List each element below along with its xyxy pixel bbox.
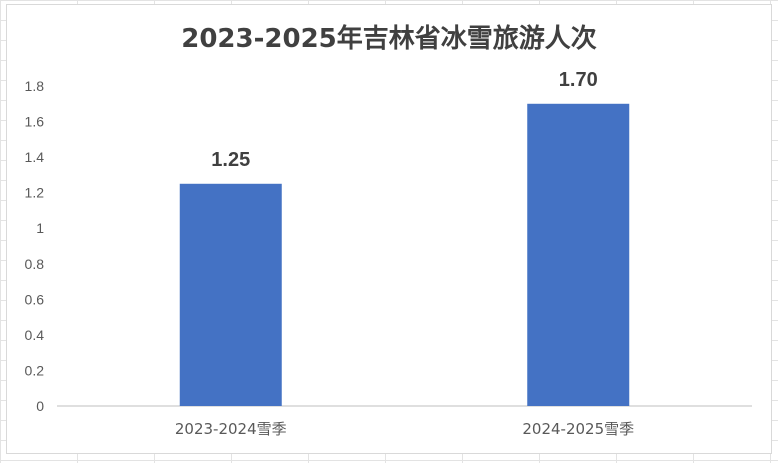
y-tick-label: 0.4 bbox=[25, 327, 45, 343]
data-label: 1.25 bbox=[211, 149, 250, 171]
x-tick-label: 2023-2024雪季 bbox=[175, 420, 287, 438]
bars: 1.25 1.70 bbox=[179, 69, 630, 407]
y-tick-label: 1 bbox=[36, 220, 44, 236]
y-tick-label: 0 bbox=[36, 398, 44, 414]
bar bbox=[527, 103, 630, 407]
y-tick-label: 0.2 bbox=[25, 362, 45, 378]
bar bbox=[179, 183, 282, 406]
x-axis-labels: 2023-2024雪季 2024-2025雪季 bbox=[175, 420, 634, 438]
y-tick-label: 1.2 bbox=[25, 185, 45, 201]
data-label: 1.70 bbox=[559, 69, 598, 91]
y-tick-label: 1.4 bbox=[25, 149, 45, 165]
y-tick-label: 0.6 bbox=[25, 291, 45, 307]
chart-area[interactable] bbox=[6, 4, 772, 454]
y-axis: 0 0.2 0.4 0.6 0.8 1 1.2 1.4 1.6 1.8 bbox=[25, 78, 45, 414]
chart-title: 2023-2025年吉林省冰雪旅游人次 bbox=[181, 24, 597, 54]
y-tick-label: 0.8 bbox=[25, 256, 45, 272]
y-tick-label: 1.8 bbox=[25, 78, 45, 94]
y-tick-label: 1.6 bbox=[25, 114, 45, 130]
x-tick-label: 2024-2025雪季 bbox=[522, 420, 634, 438]
